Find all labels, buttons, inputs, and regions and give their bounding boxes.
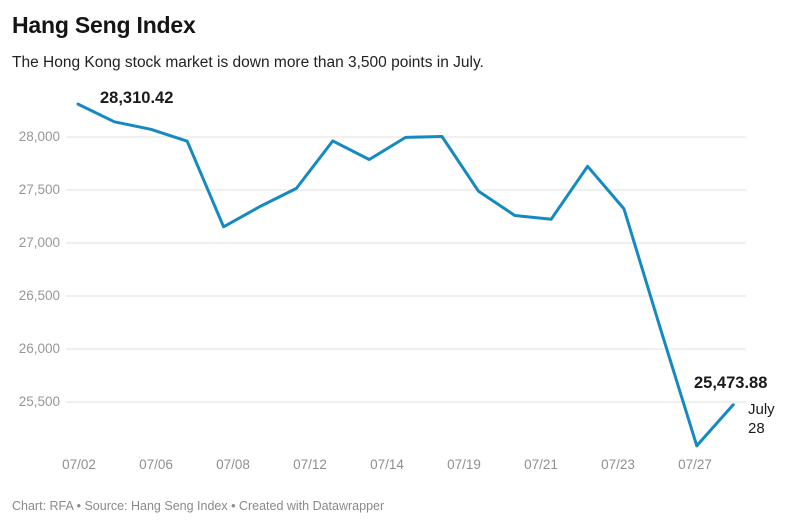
x-axis-tick-label: 07/02 [62, 457, 96, 472]
x-axis-tick-label: 07/23 [601, 457, 635, 472]
y-axis-tick-label: 26,500 [18, 288, 60, 303]
chart-title: Hang Seng Index [12, 12, 196, 38]
y-axis-tick-label: 26,000 [18, 341, 60, 356]
x-axis-tick-label: 07/12 [293, 457, 327, 472]
hang-seng-index-line[interactable] [76, 102, 735, 448]
y-axis-tick-label: 27,500 [18, 182, 60, 197]
chart-footer: Chart: RFA • Source: Hang Seng Index • C… [12, 499, 385, 513]
x-axis-tick-label: 07/21 [524, 457, 558, 472]
x-axis-tick-label: 07/08 [216, 457, 250, 472]
last-point-date-label: July 28 [748, 401, 775, 437]
x-axis-tick-label: 07/06 [139, 457, 173, 472]
y-axis-tick-label: 28,000 [18, 129, 60, 144]
first-point-value-label: 28,310.42 [100, 89, 174, 107]
x-axis-tick-label: 07/27 [678, 457, 712, 472]
x-axis-tick-label: 07/14 [370, 457, 404, 472]
y-axis-tick-label: 25,500 [18, 394, 60, 409]
last-point-value-label: 25,473.88 [694, 374, 768, 392]
y-axis-tick-label: 27,000 [18, 235, 60, 250]
chart-subtitle: The Hong Kong stock market is down more … [12, 54, 484, 71]
x-axis-tick-label: 07/19 [447, 457, 481, 472]
